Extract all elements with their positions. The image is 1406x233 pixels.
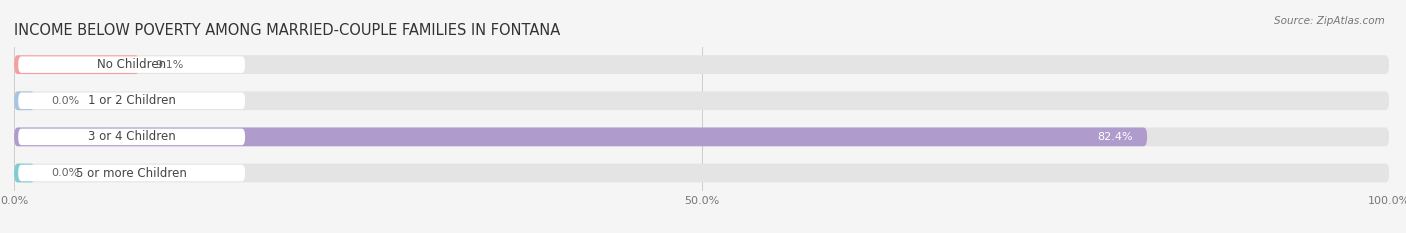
FancyBboxPatch shape <box>18 93 245 109</box>
Text: 3 or 4 Children: 3 or 4 Children <box>87 130 176 143</box>
FancyBboxPatch shape <box>14 55 139 74</box>
Text: 5 or more Children: 5 or more Children <box>76 167 187 179</box>
Text: 1 or 2 Children: 1 or 2 Children <box>87 94 176 107</box>
FancyBboxPatch shape <box>18 165 245 181</box>
Text: 82.4%: 82.4% <box>1098 132 1133 142</box>
FancyBboxPatch shape <box>14 91 35 110</box>
Text: 0.0%: 0.0% <box>51 96 79 106</box>
FancyBboxPatch shape <box>14 91 1389 110</box>
FancyBboxPatch shape <box>14 164 1389 182</box>
Text: No Children: No Children <box>97 58 166 71</box>
FancyBboxPatch shape <box>18 129 245 145</box>
FancyBboxPatch shape <box>14 55 1389 74</box>
FancyBboxPatch shape <box>14 127 1147 146</box>
FancyBboxPatch shape <box>18 56 245 73</box>
FancyBboxPatch shape <box>14 164 35 182</box>
FancyBboxPatch shape <box>14 127 1389 146</box>
Text: INCOME BELOW POVERTY AMONG MARRIED-COUPLE FAMILIES IN FONTANA: INCOME BELOW POVERTY AMONG MARRIED-COUPL… <box>14 24 561 38</box>
Text: Source: ZipAtlas.com: Source: ZipAtlas.com <box>1274 16 1385 26</box>
Text: 9.1%: 9.1% <box>156 60 184 70</box>
Text: 0.0%: 0.0% <box>51 168 79 178</box>
